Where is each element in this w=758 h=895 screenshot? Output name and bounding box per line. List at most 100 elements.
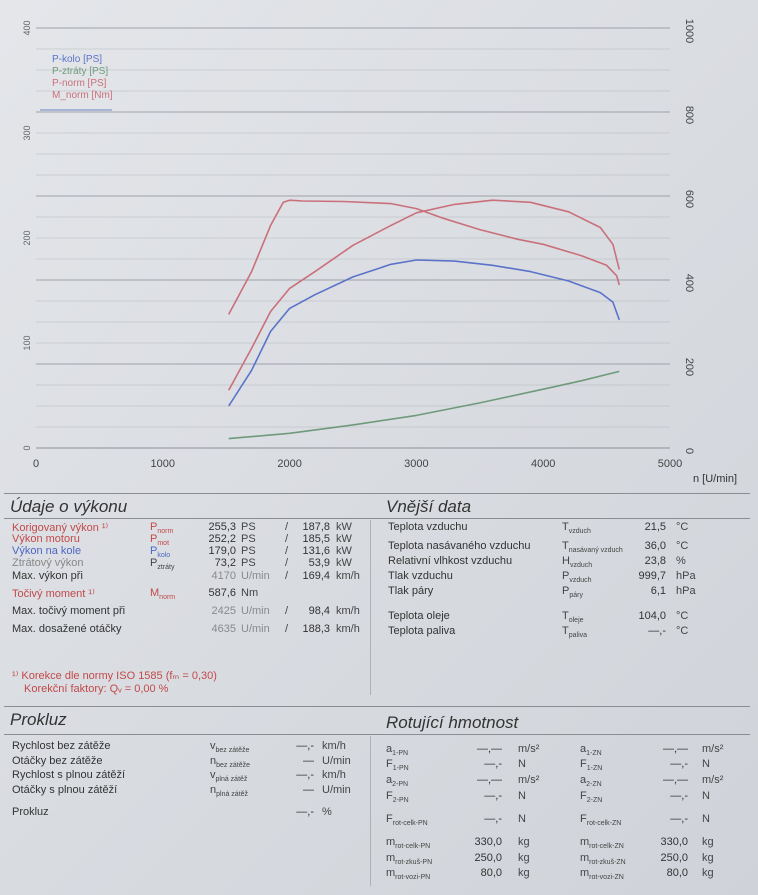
- vnejsi-row-value: 23,8: [644, 555, 666, 567]
- udaje-value-1: 4635: [211, 623, 236, 635]
- vnejsi-row-value: 104,0: [638, 610, 666, 622]
- prokluz-row-value: —: [303, 755, 314, 767]
- rot-pn-symbol: a1-PN: [386, 743, 409, 758]
- rot-zn-value: —,-: [670, 758, 688, 770]
- y-right-tick-label: 400: [683, 274, 695, 292]
- vnejsi-row-symbol: Tvzduch: [562, 521, 591, 536]
- rot-zn-symbol: mrot-celk-ZN: [580, 836, 624, 851]
- udaje-row-symbol: Pztráty: [150, 557, 175, 572]
- rot-zn-unit: N: [702, 758, 710, 770]
- x-tick-label: 4000: [531, 458, 555, 470]
- udaje-value-2: 131,6: [302, 545, 330, 557]
- rot-pn-value: 80,0: [480, 867, 502, 879]
- rot-zn-unit: kg: [702, 836, 714, 848]
- prokluz-row-label: Otáčky s plnou zátěží: [12, 784, 118, 796]
- prokluz-row-value: —,-: [296, 769, 314, 781]
- rot-zn-symbol: a2-ZN: [580, 774, 602, 789]
- rot-zn-unit: kg: [702, 867, 714, 879]
- udaje-value-1: 2425: [211, 605, 236, 617]
- udaje-value-2: 169,4: [302, 570, 330, 582]
- udaje-value-1: 73,2: [214, 557, 236, 569]
- prokluz-title: Prokluz: [10, 710, 67, 729]
- series-p-norm-line: [227, 199, 621, 391]
- footnote-iso: ¹⁾ Korekce dle normy ISO 1585 (fₘ = 0,30…: [12, 670, 217, 682]
- udaje-value-1: 179,0: [208, 545, 236, 557]
- rot-zn-value: 250,0: [660, 852, 688, 864]
- udaje-unit-1: Nm: [241, 587, 259, 599]
- section-divider: [4, 493, 750, 494]
- prokluz-row-unit: U/min: [322, 755, 351, 767]
- section-divider: [4, 706, 750, 707]
- udaje-row-label: Ztrátový výkon: [12, 557, 84, 569]
- rot-zn-value: 330,0: [660, 836, 688, 848]
- vnejsi-row-value: 36,0: [644, 540, 666, 552]
- vnejsi-row-unit: %: [676, 555, 686, 567]
- rot-pn-unit: N: [518, 758, 526, 770]
- y-left-tick-label: 100: [22, 335, 32, 350]
- y-right-tick-label: 1000: [683, 19, 695, 43]
- vnejsi-row-unit: °C: [676, 540, 689, 552]
- x-tick-label: 3000: [404, 458, 428, 470]
- rotujici-title: Rotující hmotnost: [386, 713, 519, 732]
- y-left-tick-label: 0: [22, 445, 32, 450]
- rot-zn-value: —,-: [670, 813, 688, 825]
- rot-pn-symbol: F2-PN: [386, 790, 409, 805]
- rot-zn-symbol: Frot-celk-ZN: [580, 813, 622, 828]
- vnejsi-row-unit: °C: [676, 625, 689, 637]
- prokluz-row-value: —: [303, 784, 314, 796]
- chart-series-layer: [227, 199, 621, 440]
- column-divider: [370, 736, 371, 886]
- section-divider: [4, 518, 750, 519]
- rot-pn-unit: N: [518, 813, 526, 825]
- vnejsi-row-value: 999,7: [638, 570, 666, 582]
- chart-grid: [36, 27, 670, 449]
- udaje-row-label: Korigovaný výkon ¹⁾: [12, 522, 109, 534]
- y-left-axis-ticks: 0 100 200 300 400: [22, 20, 32, 450]
- series-p-ztraty-line: [228, 370, 620, 440]
- udaje-unit-2: kW: [336, 521, 352, 533]
- prokluz-row-symbol: vbez zátěže: [210, 740, 250, 755]
- udaje-separator: /: [285, 557, 289, 569]
- prokluz-row-unit: km/h: [322, 769, 346, 781]
- rot-pn-symbol: Frot-celk-PN: [386, 813, 428, 828]
- vnejsi-row-value: 6,1: [650, 585, 666, 597]
- udaje-value-2: 187,8: [302, 521, 330, 533]
- vnejsi-row-label: Relativní vlhkost vzduchu: [388, 555, 513, 567]
- y-left-tick-label: 300: [22, 125, 32, 140]
- vnejsi-row-symbol: Tnasávaný vzduch: [562, 540, 623, 555]
- vnejsi-row-value: —,-: [648, 625, 666, 637]
- udaje-unit-1: U/min: [241, 570, 270, 582]
- y-left-tick-label: 200: [22, 230, 32, 245]
- rot-pn-unit: kg: [518, 852, 530, 864]
- vnejsi-row-symbol: Toleje: [562, 610, 584, 625]
- udaje-row-label: Výkon motoru: [12, 533, 80, 545]
- x-tick-label: 1000: [151, 458, 175, 470]
- rot-pn-unit: m/s²: [518, 743, 540, 755]
- udaje-value-2: 185,5: [302, 533, 330, 545]
- udaje-separator: /: [285, 545, 289, 557]
- udaje-value-2: 188,3: [302, 623, 330, 635]
- y-right-tick-label: 800: [683, 106, 695, 124]
- vnejsi-title: Vnější data: [386, 497, 472, 516]
- udaje-value-2: 98,4: [308, 605, 330, 617]
- rot-pn-symbol: a2-PN: [386, 774, 409, 789]
- vnejsi-row-label: Tlak vzduchu: [388, 570, 453, 582]
- rot-pn-symbol: mrot-celk-PN: [386, 836, 431, 851]
- prokluz-row-unit: U/min: [322, 784, 351, 796]
- legend-entry: M_norm [Nm]: [52, 90, 113, 101]
- rot-zn-value: 80,0: [666, 867, 688, 879]
- udaje-row-symbol: Pkolo: [150, 545, 171, 560]
- udaje-separator: /: [285, 570, 289, 582]
- udaje-value-2: 53,9: [308, 557, 330, 569]
- prokluz-row-unit: %: [322, 806, 332, 818]
- prokluz-row-value: —,-: [296, 740, 314, 752]
- rot-pn-unit: kg: [518, 836, 530, 848]
- udaje-row-label: Točivý moment ¹⁾: [12, 588, 95, 600]
- chart-legend: P-kolo [PS]P-ztráty [PS]P-norm [PS]M_nor…: [40, 54, 113, 111]
- vnejsi-row-unit: hPa: [676, 570, 696, 582]
- rot-zn-unit: N: [702, 790, 710, 802]
- rot-pn-value: —,-: [484, 790, 502, 802]
- udaje-row-symbol: Pmot: [150, 533, 170, 548]
- rot-pn-value: —,-: [484, 813, 502, 825]
